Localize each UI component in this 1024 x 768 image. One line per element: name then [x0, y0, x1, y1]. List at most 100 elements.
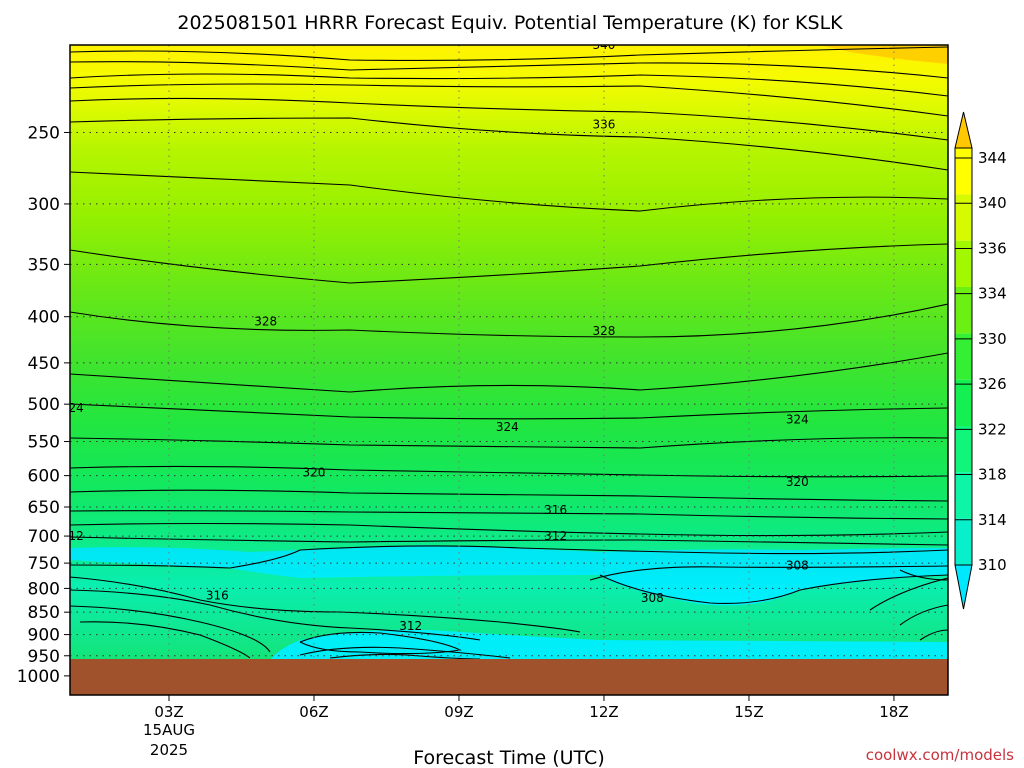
- ground-below-surface: [70, 659, 948, 695]
- contour-line: [70, 97, 948, 141]
- y-tick-label: 400: [28, 308, 60, 328]
- credit: coolwx.com/models: [866, 746, 1014, 764]
- colorbar-segment: [955, 379, 972, 426]
- contour-label: 308: [786, 559, 809, 573]
- y-tick-label: 800: [28, 579, 60, 599]
- contour-line: [70, 545, 948, 569]
- colorbar-label: 318: [978, 466, 1007, 484]
- colorbar-label: 334: [978, 285, 1007, 303]
- colorbar-label: 314: [978, 511, 1007, 529]
- chart-title: 2025081501 HRRR Forecast Equiv. Potentia…: [177, 12, 843, 34]
- contour-label: 324: [786, 413, 809, 427]
- colorbar-segment: [955, 240, 972, 287]
- colorbar-label: 326: [978, 375, 1007, 393]
- contour-line: [70, 117, 948, 171]
- contour-line: [70, 465, 948, 478]
- contour-label: 336: [593, 118, 616, 132]
- contour-line: [70, 403, 948, 420]
- y-tick-label: 950: [28, 647, 60, 667]
- contour-line: [70, 536, 948, 546]
- plot-frame: [69, 44, 949, 696]
- contour-line: [70, 605, 271, 653]
- colorbar: 310 314 318 322 326 330 334 336 340 344: [954, 111, 1007, 610]
- x-tick-label: 06Z: [299, 703, 328, 721]
- y-tick-label: 700: [28, 527, 60, 547]
- contour-labels: 340 336 328 328 324 324 324 320 320 316 316 312 312 3…: [61, 38, 809, 633]
- contour-line: [589, 565, 948, 581]
- colorbar-segment: [955, 333, 972, 380]
- x-tick-label: 03Z: [154, 703, 183, 721]
- colorbar-segment: [955, 287, 972, 334]
- contour-line: [79, 621, 251, 659]
- contour-line: [70, 489, 948, 502]
- contour-line: [299, 646, 511, 659]
- contour-line: [70, 589, 481, 641]
- contour-line: [70, 171, 948, 212]
- contour-label: 312: [544, 529, 567, 543]
- colorbar-label: 310: [978, 556, 1007, 574]
- contour-line: [599, 574, 948, 604]
- contour-line: [869, 577, 948, 611]
- contour-label: 320: [786, 475, 809, 489]
- plot-area: 340 336 328 328 324 324 324 320 320 316 316 312 312 3…: [61, 38, 948, 695]
- colorbar-segment: [955, 194, 972, 241]
- contour-label: 308: [641, 591, 664, 605]
- colorbar-label: 330: [978, 330, 1007, 348]
- contour-label: 316: [206, 589, 229, 603]
- colorbar-label: 340: [978, 194, 1007, 212]
- y-tick-label: 1000: [17, 667, 60, 687]
- contour-line: [329, 653, 481, 660]
- colorbar-segment: [955, 518, 972, 565]
- colorbar-label: 344: [978, 149, 1007, 167]
- y-tick-label: 900: [28, 626, 60, 646]
- contour-label: 324: [61, 401, 84, 415]
- y-tick-label: 850: [28, 603, 60, 623]
- contour-line: [70, 46, 948, 61]
- y-tick-label: 650: [28, 498, 60, 518]
- y-tick-label: 600: [28, 467, 60, 487]
- colorbar-segment: [955, 148, 972, 195]
- cyan-minimum-region-upper: [70, 545, 948, 606]
- grid-lines: [70, 45, 948, 695]
- colorbar-bottom-arrow: [954, 564, 973, 610]
- contour-line: [70, 83, 948, 117]
- x-tick-label: 15Z: [734, 703, 763, 721]
- contour-label: 340: [593, 38, 616, 52]
- x-date-line-2: 2025: [150, 741, 188, 759]
- contour-line: [70, 352, 948, 393]
- contour-label: 328: [593, 324, 616, 338]
- x-date-line-1: 15AUG: [143, 721, 195, 739]
- colorbar-segment: [955, 426, 972, 473]
- contour-line: [70, 243, 948, 284]
- contour-label: 320: [303, 465, 326, 479]
- contour-line: [919, 629, 948, 641]
- contour-label: 312: [399, 619, 422, 633]
- theta-e-field: [70, 45, 948, 695]
- y-tick-label: 350: [28, 255, 60, 275]
- y-tick-label: 450: [28, 354, 60, 374]
- contour-line: [70, 61, 948, 79]
- colorbar-label: 322: [978, 420, 1007, 438]
- contour-label: 312: [61, 529, 84, 543]
- contour-line: [299, 631, 462, 655]
- contour-label: 328: [254, 315, 277, 329]
- colorbar-label: 336: [978, 239, 1007, 257]
- y-tick-label: 550: [28, 433, 60, 453]
- contour-line: [70, 437, 948, 449]
- y-tick-label: 300: [28, 195, 60, 215]
- contour-line: [70, 73, 948, 97]
- x-tick-label: 09Z: [444, 703, 473, 721]
- y-tick-label: 250: [28, 123, 60, 143]
- contour-line: [70, 522, 948, 537]
- contour-label: 324: [496, 420, 519, 434]
- contour-line: [899, 569, 948, 581]
- y-axis: 250 300 350 400 450 500 550 600 650 700 750 800 850 9…: [17, 123, 70, 687]
- contour-lines: [70, 46, 948, 660]
- x-axis: 03Z 06Z 09Z 12Z 15Z 18Z: [154, 695, 909, 721]
- y-tick-label: 750: [28, 554, 60, 574]
- contour-line: [70, 510, 948, 520]
- colorbar-segment: [955, 472, 972, 519]
- colorbar-top-arrow: [954, 111, 973, 149]
- x-tick-label: 18Z: [879, 703, 908, 721]
